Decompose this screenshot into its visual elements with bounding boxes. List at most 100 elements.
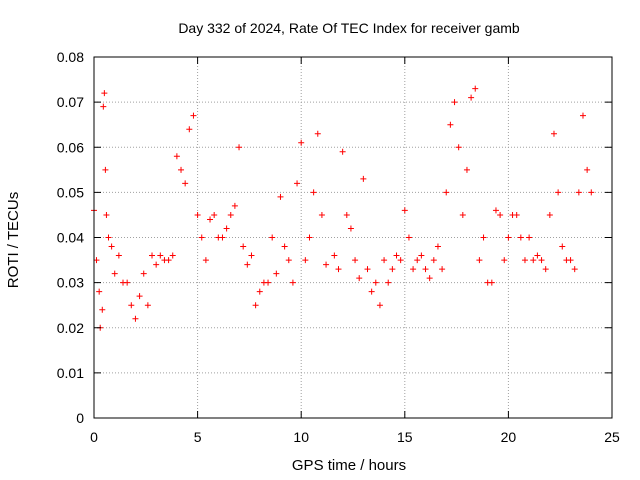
data-point	[273, 270, 280, 277]
data-point	[472, 85, 479, 92]
data-point	[517, 234, 524, 241]
data-point	[132, 315, 139, 322]
data-point	[157, 252, 164, 259]
data-point	[352, 257, 359, 264]
data-point	[430, 257, 437, 264]
chart-title: Day 332 of 2024, Rate Of TEC Index for r…	[178, 20, 520, 36]
data-point	[575, 189, 582, 196]
data-point	[285, 257, 292, 264]
data-point	[410, 266, 417, 273]
data-point	[323, 261, 330, 268]
data-point	[579, 112, 586, 119]
data-point	[277, 193, 284, 200]
data-point	[401, 207, 408, 214]
data-point	[244, 261, 251, 268]
data-point	[240, 243, 247, 250]
data-point	[96, 288, 103, 295]
data-point	[111, 270, 118, 277]
data-point	[588, 189, 595, 196]
data-point	[227, 211, 234, 218]
data-point	[101, 90, 108, 97]
data-point	[434, 243, 441, 250]
data-point	[356, 275, 363, 282]
data-point	[289, 279, 296, 286]
data-point	[584, 166, 591, 173]
y-tick-label: 0.01	[57, 365, 84, 381]
x-tick-label: 10	[293, 429, 309, 445]
data-point	[397, 257, 404, 264]
data-point	[468, 94, 475, 101]
data-point	[339, 148, 346, 155]
data-point	[136, 293, 143, 300]
data-point	[534, 252, 541, 259]
data-point	[190, 112, 197, 119]
tick-labels: 0 5 10 15 20 25 0 0.01 0.02 0.03 0.04 0.05 0.06 0.07 0…	[57, 49, 620, 445]
grid-lines	[94, 57, 612, 418]
data-point	[165, 257, 172, 264]
data-point	[128, 302, 135, 309]
data-point	[178, 166, 185, 173]
data-point	[115, 252, 122, 259]
data-point	[294, 180, 301, 187]
data-point	[418, 252, 425, 259]
data-point	[256, 288, 263, 295]
data-point	[236, 144, 243, 151]
data-point	[389, 266, 396, 273]
data-point	[343, 211, 350, 218]
data-point	[173, 153, 180, 160]
data-point	[310, 189, 317, 196]
y-tick-label: 0.04	[57, 230, 84, 246]
y-tick-label: 0.02	[57, 320, 84, 336]
data-point	[331, 252, 338, 259]
data-point	[124, 279, 131, 286]
data-point	[505, 234, 512, 241]
data-point	[501, 257, 508, 264]
x-tick-label: 15	[397, 429, 413, 445]
x-tick-label: 5	[194, 429, 202, 445]
data-point	[476, 257, 483, 264]
data-point	[538, 257, 545, 264]
data-point	[102, 166, 109, 173]
data-point	[368, 288, 375, 295]
x-tick-label: 25	[604, 429, 620, 445]
data-point	[202, 257, 209, 264]
data-point	[381, 257, 388, 264]
data-point	[550, 130, 557, 137]
data-point	[231, 202, 238, 209]
x-tick-label: 20	[501, 429, 517, 445]
data-point	[443, 189, 450, 196]
data-point	[99, 306, 106, 313]
data-point	[455, 144, 462, 151]
data-point	[513, 211, 520, 218]
data-point	[144, 302, 151, 309]
data-point	[219, 234, 226, 241]
data-point	[306, 234, 313, 241]
data-point	[153, 261, 160, 268]
data-point	[347, 225, 354, 232]
data-point	[149, 252, 156, 259]
data-point	[265, 279, 272, 286]
data-point	[298, 139, 305, 146]
data-point	[318, 211, 325, 218]
data-point	[140, 270, 147, 277]
y-tick-label: 0.08	[57, 49, 84, 65]
data-point	[211, 211, 218, 218]
data-point	[414, 257, 421, 264]
data-point	[571, 266, 578, 273]
data-point	[169, 252, 176, 259]
data-point	[405, 234, 412, 241]
data-point	[186, 126, 193, 133]
data-point	[459, 211, 466, 218]
data-point	[451, 99, 458, 106]
data-point	[103, 211, 110, 218]
data-point	[497, 211, 504, 218]
x-axis-title: GPS time / hours	[292, 457, 406, 474]
data-points	[91, 85, 595, 331]
data-point	[546, 211, 553, 218]
data-point	[364, 266, 371, 273]
data-point	[426, 275, 433, 282]
axis-ticks	[93, 56, 613, 419]
y-tick-label: 0.03	[57, 275, 84, 291]
data-point	[335, 266, 342, 273]
